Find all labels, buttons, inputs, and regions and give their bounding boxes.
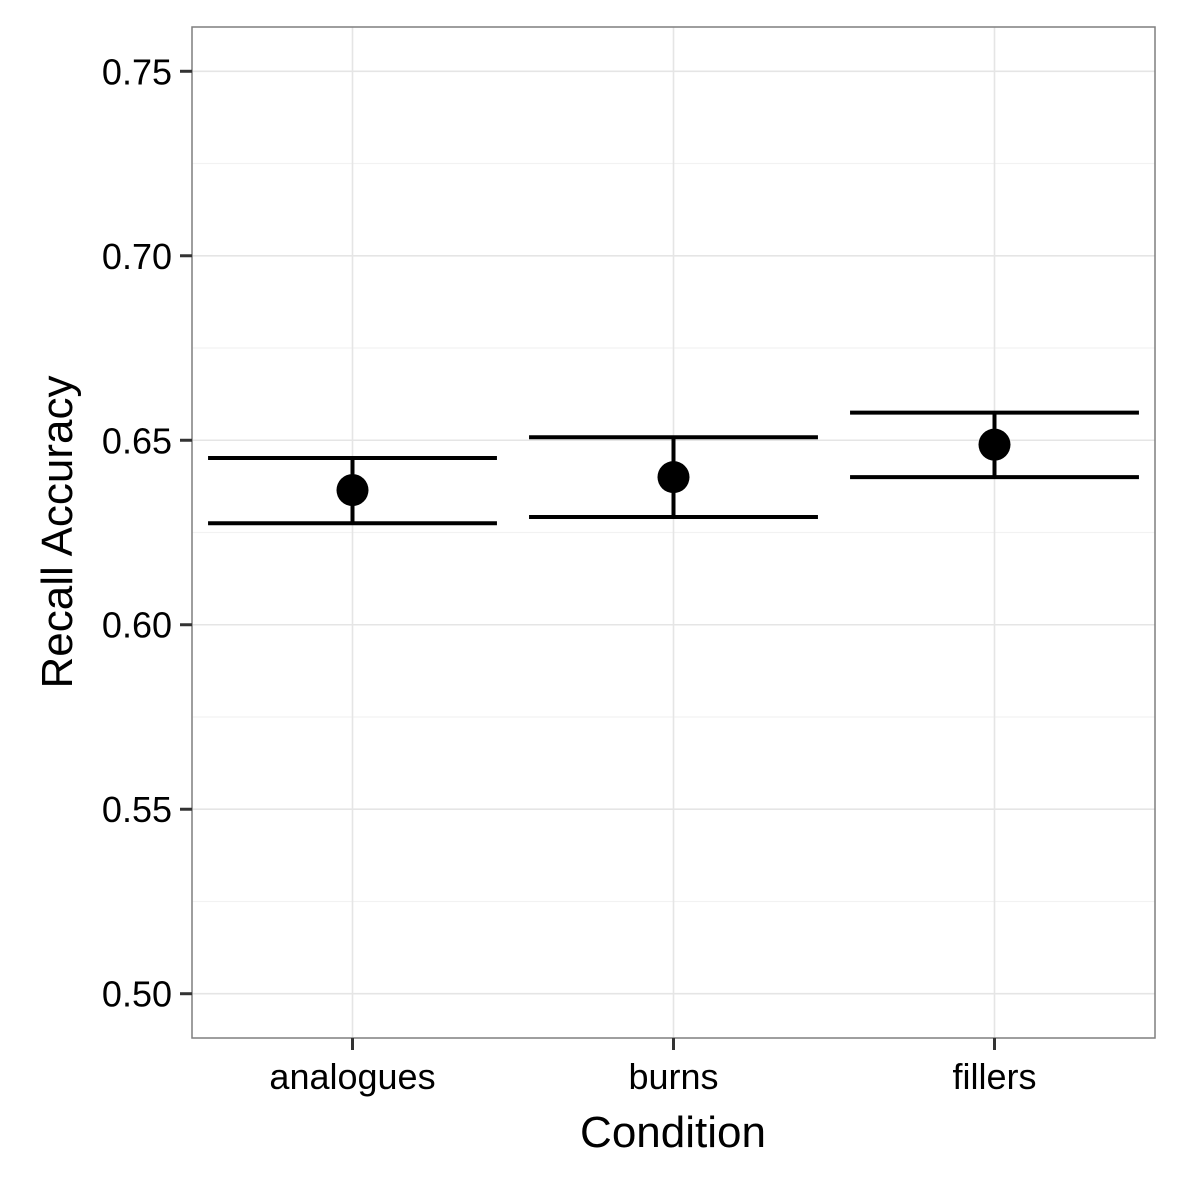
y-tick-label: 0.50 [102, 974, 172, 1015]
data-marks [208, 410, 1139, 526]
y-tick-label: 0.55 [102, 789, 172, 830]
data-point [657, 461, 690, 494]
x-tick-label: fillers [952, 1056, 1036, 1097]
y-tick-label: 0.75 [102, 51, 172, 92]
x-tick-label: analogues [269, 1056, 435, 1097]
y-tick-label: 0.65 [102, 420, 172, 461]
axes: 0.50 0.55 0.60 0.65 0.70 0.75 analogues burns fi… [102, 51, 1037, 1097]
x-axis-title: Condition [580, 1108, 766, 1157]
data-point [336, 474, 369, 507]
data-point [978, 428, 1011, 461]
y-tick-label: 0.70 [102, 236, 172, 277]
y-tick-label: 0.60 [102, 605, 172, 646]
x-tick-label: burns [628, 1056, 718, 1097]
grid [192, 27, 1155, 1038]
y-axis-title: Recall Accuracy [33, 375, 82, 688]
